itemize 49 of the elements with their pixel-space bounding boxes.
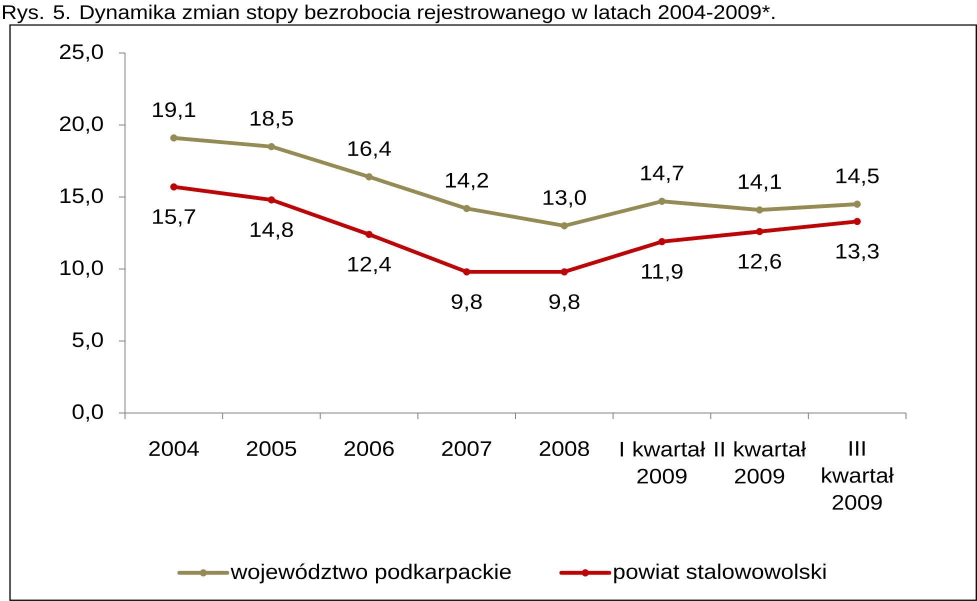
legend-label: powiat stalowowolski <box>614 564 826 584</box>
x-tick-label: 2008 <box>540 441 589 456</box>
data-label: 9,8 <box>452 294 482 312</box>
x-tick-label: 2005 <box>246 441 296 456</box>
data-label: 13,0 <box>544 190 586 208</box>
x-tick-label: III kwartał 2009 <box>822 441 894 510</box>
point <box>658 238 666 246</box>
data-label: 14,5 <box>836 168 879 186</box>
data-label: 14,8 <box>250 222 293 240</box>
y-tick-label: 5,0 <box>72 332 103 350</box>
point <box>170 183 178 191</box>
y-tick-label: 20,0 <box>60 116 103 134</box>
data-label: 16,4 <box>348 141 391 158</box>
point <box>756 206 764 214</box>
data-label: 13,3 <box>836 244 879 262</box>
point <box>365 173 373 180</box>
data-label: 11,9 <box>642 264 682 282</box>
point <box>463 204 470 212</box>
point <box>560 222 568 230</box>
x-tick-label: 2004 <box>149 441 199 456</box>
point <box>854 218 861 226</box>
point <box>560 268 568 276</box>
y-tick-label: 0,0 <box>72 404 103 422</box>
data-label: 15,7 <box>153 209 196 226</box>
chart-title: Rys. 5. Dynamika zmian stopy bezrobocia rejestrowanego w latach 2004-2009*. <box>2 4 774 24</box>
point <box>756 228 764 236</box>
data-label: 14,2 <box>446 172 488 190</box>
point <box>365 230 373 238</box>
x-tick-label: 2006 <box>344 441 394 456</box>
y-tick-label: 15,0 <box>60 188 103 206</box>
point <box>658 198 666 205</box>
legend-label: województwo podkarpackie <box>230 564 511 584</box>
x-tick-label: I kwartał 2009 <box>620 441 706 484</box>
data-label: 19,1 <box>153 102 196 120</box>
data-label: 12,6 <box>738 254 782 272</box>
point <box>268 142 276 150</box>
y-tick-label: 25,0 <box>60 44 103 62</box>
point <box>463 268 470 276</box>
point <box>170 134 178 142</box>
data-label: 14,7 <box>641 166 684 183</box>
x-tick-label: 2007 <box>442 441 492 456</box>
data-label: 12,4 <box>348 256 391 274</box>
data-label: 14,1 <box>738 174 781 192</box>
x-tick-label: II kwartał 2009 <box>715 441 806 484</box>
point <box>854 200 861 208</box>
y-tick-label: 10,0 <box>60 260 103 278</box>
data-label: 9,8 <box>549 294 580 312</box>
data-label: 18,5 <box>250 110 293 128</box>
point <box>268 196 276 204</box>
